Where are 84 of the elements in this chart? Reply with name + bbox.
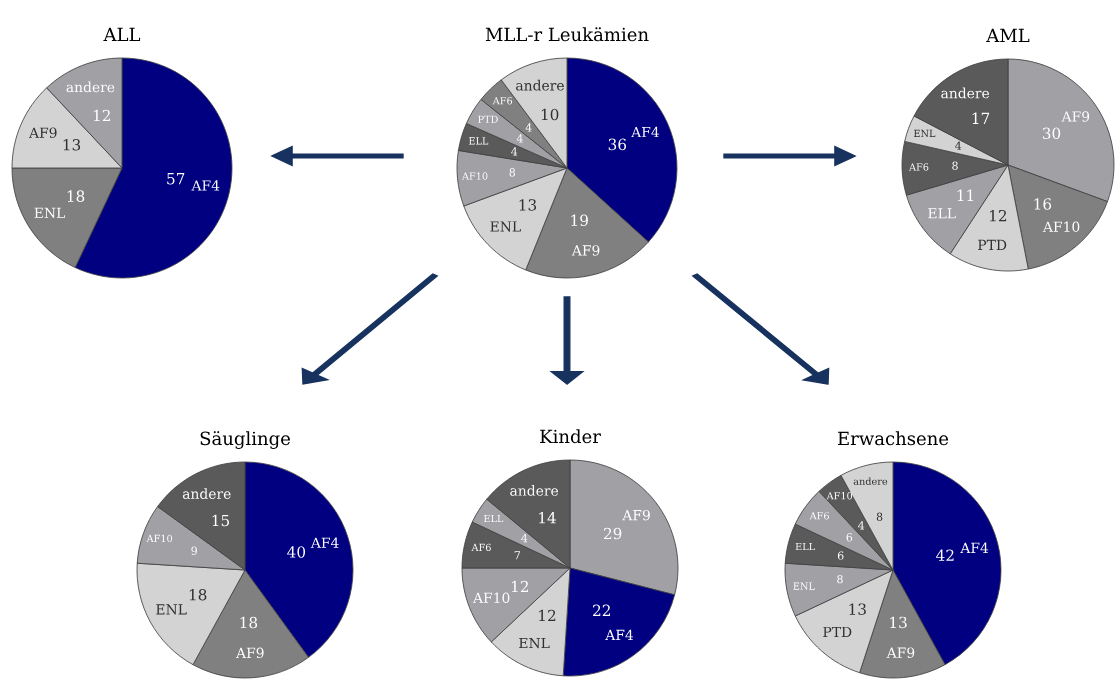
data-label: 12 <box>990 209 1007 222</box>
slice-label: ENL <box>913 129 936 138</box>
slice-label: AF6 <box>492 97 513 105</box>
chart-title: MLL-r Leukämien <box>485 27 649 42</box>
slice-label: andere <box>66 81 115 93</box>
data-label: 12 <box>539 609 556 622</box>
data-label: 6 <box>837 551 844 560</box>
slice-label: AF6 <box>809 512 829 520</box>
data-label: 18 <box>240 616 258 629</box>
slice-label: andere <box>182 488 231 499</box>
data-label: 13 <box>519 199 537 211</box>
slice-label: AF6 <box>471 543 491 552</box>
slice-label: PTD <box>978 239 1007 250</box>
slice-label: ENL <box>156 604 187 615</box>
slice-label: andere <box>516 79 564 91</box>
data-label: 13 <box>849 603 866 615</box>
slice-label: AF4 <box>310 537 339 548</box>
slice-label: andere <box>941 87 990 99</box>
data-label: 42 <box>936 549 954 561</box>
slice-label: AF9 <box>28 127 57 138</box>
slice-label: PTD <box>478 115 498 123</box>
slice-label: AF10 <box>1042 221 1080 232</box>
slice-label: AF9 <box>571 245 600 256</box>
data-label: 29 <box>603 527 622 540</box>
data-label: 13 <box>63 139 81 151</box>
slice-label: AF4 <box>191 180 220 191</box>
chart-title: Kinder <box>540 429 601 444</box>
data-label: 16 <box>1034 198 1052 210</box>
data-label: 8 <box>837 574 843 584</box>
chart-title: ALL <box>103 27 141 41</box>
slice-label: AF4 <box>631 126 660 138</box>
data-label: 57 <box>167 173 185 185</box>
data-label: 36 <box>608 138 627 151</box>
slice-label: ELL <box>483 514 504 523</box>
data-label: 7 <box>514 551 521 560</box>
data-label: 30 <box>1042 127 1061 140</box>
data-label: 18 <box>189 588 207 601</box>
data-label: 4 <box>525 123 532 132</box>
data-label: 4 <box>516 134 523 143</box>
slice-label: AF6 <box>908 163 929 171</box>
data-label: 4 <box>955 141 962 150</box>
data-label: 8 <box>952 161 958 170</box>
chart-title: AML <box>986 28 1030 42</box>
slice-label: ENL <box>519 637 550 649</box>
data-label: 40 <box>287 546 306 558</box>
data-label: 6 <box>846 533 853 542</box>
chart-title: Erwachsene <box>837 431 949 446</box>
data-label: 14 <box>539 512 556 524</box>
chart-title: Säuglinge <box>200 431 290 449</box>
data-label: 18 <box>67 190 85 202</box>
slice-label: andere <box>510 485 559 496</box>
slice-label: AF9 <box>886 647 915 658</box>
data-label: 13 <box>890 616 907 629</box>
data-label: 12 <box>511 580 529 593</box>
slice-label: ELL <box>928 208 956 219</box>
slice-label: ENL <box>793 582 815 590</box>
slice-label: AF4 <box>960 542 989 553</box>
data-label: 8 <box>876 512 883 521</box>
data-label: 4 <box>521 533 528 543</box>
slice-label: andere <box>853 477 888 485</box>
slice-label: AF9 <box>235 647 264 659</box>
slice-label: AF4 <box>605 629 634 640</box>
slice-label: AF10 <box>146 534 173 543</box>
data-label: 4 <box>858 521 865 530</box>
slice-label: ENL <box>34 207 65 218</box>
data-label: 17 <box>972 112 990 124</box>
data-label: 15 <box>212 514 230 527</box>
slice-label: PTD <box>823 626 852 638</box>
data-label: 10 <box>541 108 559 121</box>
data-label: 12 <box>93 109 110 122</box>
data-label: 8 <box>509 168 516 177</box>
slice-label: AF9 <box>1061 111 1090 122</box>
slice-label: AF10 <box>472 592 510 604</box>
slice-label: ELL <box>468 137 489 145</box>
slice-label: AF10 <box>826 492 853 500</box>
data-label: 11 <box>957 189 974 201</box>
data-label: 19 <box>571 214 588 227</box>
slice-label: ELL <box>795 543 815 551</box>
data-label: 9 <box>191 546 197 555</box>
slice-label: AF10 <box>461 172 488 180</box>
slice-label: AF9 <box>622 509 650 521</box>
slice-label: ENL <box>490 221 521 232</box>
data-label: 22 <box>593 604 610 616</box>
data-label: 4 <box>511 147 518 156</box>
